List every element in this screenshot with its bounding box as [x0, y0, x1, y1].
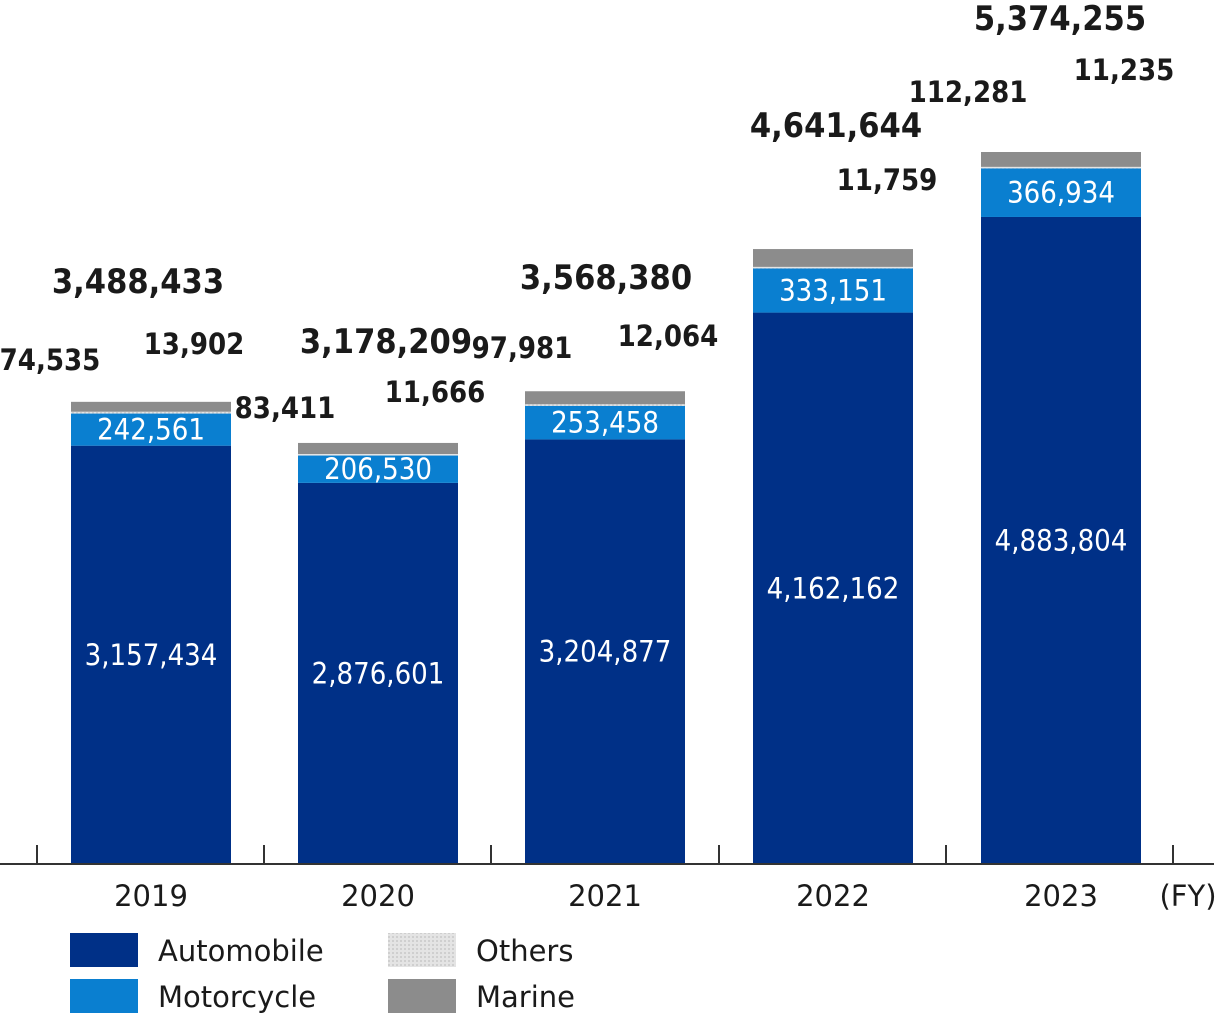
x-tick-label-2021: 2021 [568, 879, 642, 913]
data-label-marine-2021: 97,981 [472, 331, 573, 365]
x-axis-label: (FY) [1159, 879, 1216, 913]
data-label-others-2023: 11,235 [1074, 53, 1175, 87]
data-label-others-2022: 11,759 [837, 163, 938, 197]
bar-marine-2022 [753, 249, 913, 267]
legend-swatch-motorcycle [70, 979, 138, 1013]
total-label-2019: 3,488,433 [52, 262, 224, 302]
bar-automobile-2020 [298, 482, 458, 864]
bar-others-2022 [753, 266, 913, 269]
total-label-2022: 4,641,644 [750, 106, 922, 146]
x-tick-label-2019: 2019 [114, 879, 188, 913]
bars-group: 3,157,434 242,561 74,535 13,902 3,488,433 2,8… [0, 0, 1175, 865]
data-label-automobile-2019: 3,157,434 [85, 638, 218, 672]
bar-automobile-2022 [753, 312, 913, 865]
data-label-automobile-2020: 2,876,601 [312, 656, 445, 690]
bar-others-2020 [298, 453, 458, 456]
data-label-motorcycle-2023: 366,934 [1007, 176, 1115, 210]
bar-automobile-2023 [981, 216, 1141, 864]
data-label-others-2019: 13,902 [144, 327, 245, 361]
bar-automobile-2019 [71, 445, 231, 864]
bar-others-2021 [525, 404, 685, 406]
bar-motorcycle-2022 [753, 268, 913, 313]
bar-marine-2021 [525, 391, 685, 405]
legend-swatch-marine [388, 979, 456, 1013]
data-label-marine-2023: 112,281 [909, 75, 1028, 109]
data-label-automobile-2023: 4,883,804 [995, 523, 1128, 557]
total-label-2023: 5,374,255 [974, 0, 1146, 39]
data-label-motorcycle-2021: 253,458 [551, 406, 659, 440]
data-label-marine-2020: 83,411 [235, 391, 336, 425]
bar-motorcycle-2021 [525, 405, 685, 440]
bar-marine-2019 [71, 401, 231, 412]
data-label-others-2021: 12,064 [618, 319, 719, 353]
x-tick-label-2020: 2020 [341, 879, 415, 913]
data-label-motorcycle-2022: 333,151 [779, 274, 887, 308]
bar-motorcycle-2020 [298, 455, 458, 483]
legend-label-marine: Marine [476, 980, 575, 1014]
legend-label-others: Others [476, 934, 573, 968]
bar-automobile-2021 [525, 439, 685, 864]
legend: Automobile Motorcycle Others Marine [70, 933, 575, 1014]
data-label-marine-2019: 74,535 [0, 343, 100, 377]
x-axis-tick-labels: 2019 2020 2021 2022 2023 [114, 879, 1098, 913]
bar-motorcycle-2019 [71, 413, 231, 446]
bar-others-2019 [71, 411, 231, 414]
legend-label-automobile: Automobile [158, 934, 324, 968]
legend-label-motorcycle: Motorcycle [158, 980, 316, 1014]
x-tick-label-2023: 2023 [1024, 879, 1098, 913]
x-axis-ticks [36, 845, 1174, 864]
legend-swatch-others [388, 933, 456, 967]
data-label-automobile-2022: 4,162,162 [767, 571, 900, 605]
bar-marine-2020 [298, 442, 458, 454]
x-tick-label-2022: 2022 [796, 879, 870, 913]
bar-motorcycle-2023 [981, 168, 1141, 217]
total-label-2021: 3,568,380 [520, 258, 692, 298]
data-label-motorcycle-2019: 242,561 [97, 413, 205, 447]
total-label-2020: 3,178,209 [300, 322, 472, 362]
bar-others-2023 [981, 166, 1141, 169]
bar-marine-2023 [981, 152, 1141, 167]
data-label-motorcycle-2020: 206,530 [324, 452, 432, 486]
legend-swatch-automobile [70, 933, 138, 967]
data-label-automobile-2021: 3,204,877 [539, 635, 672, 669]
data-label-others-2020: 11,666 [385, 375, 486, 409]
x-axis: 2019 2020 2021 2022 2023 (FY) [0, 845, 1217, 913]
